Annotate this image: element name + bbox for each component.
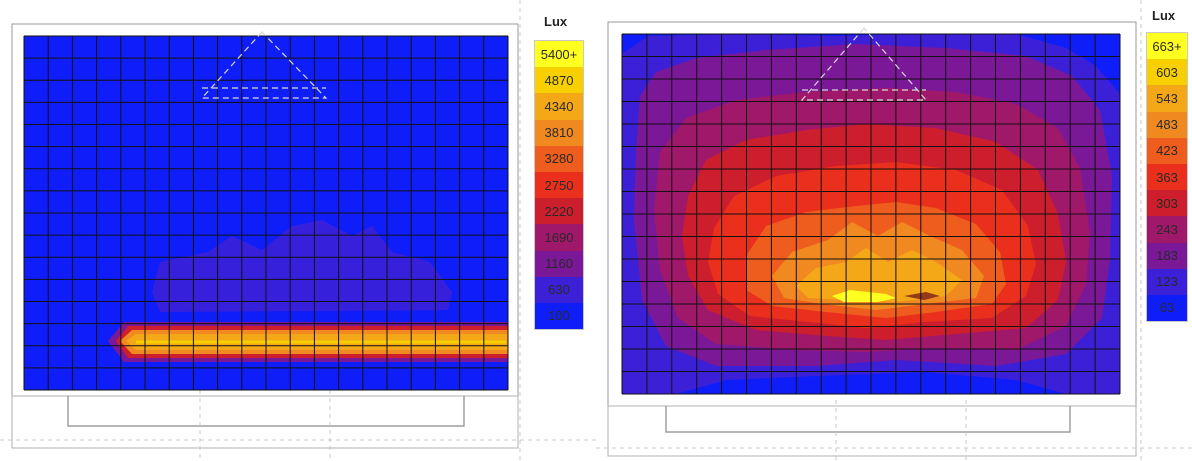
heatmap-left <box>0 0 596 461</box>
grid-left <box>23 35 509 391</box>
legend-level: 183 <box>1147 242 1187 269</box>
legend-level: 4340 <box>535 93 583 120</box>
legend-level: 630 <box>535 276 583 303</box>
legend-level: 100 <box>535 302 583 330</box>
heatmap-panel-right: Lux 663+ 603 543 483 423 363 303 243 183 123 63 <box>596 0 1192 461</box>
heat-peak <box>832 290 896 302</box>
legend-title: Lux <box>544 14 568 29</box>
legend-level: 3810 <box>535 119 583 146</box>
floor-outline <box>11 395 519 449</box>
legend-level: 2750 <box>535 171 583 199</box>
legend-left: 5400+ 4870 4340 3810 3280 2750 2220 1690 1160 630… <box>534 40 584 331</box>
luminaire-symbol <box>800 27 928 101</box>
legend-level: 483 <box>1147 111 1187 138</box>
legend-level: 123 <box>1147 268 1187 295</box>
floor-outline <box>607 405 1137 457</box>
heatmap-right <box>596 0 1192 461</box>
legend-level: 663+ <box>1147 33 1187 60</box>
legend-level: 303 <box>1147 190 1187 217</box>
guide-lines <box>0 0 596 461</box>
legend-title: Lux <box>1152 8 1176 23</box>
heat-region-630 <box>152 220 452 312</box>
legend-level: 603 <box>1147 59 1187 86</box>
heat-dip <box>904 292 940 300</box>
legend-level: 543 <box>1147 85 1187 112</box>
luminaire-symbol <box>200 31 328 99</box>
heatmap-panel-left: Lux 5400+ 4870 4340 3810 3280 2750 2220 1690 116… <box>0 0 596 461</box>
legend-level: 243 <box>1147 216 1187 243</box>
fixture-outline <box>67 396 465 427</box>
legend-level: 5400+ <box>535 41 583 68</box>
legend-level: 423 <box>1147 137 1187 164</box>
fixture-outline <box>665 406 1071 433</box>
grid-right <box>621 33 1121 395</box>
legend-level: 63 <box>1147 294 1187 322</box>
legend-level: 363 <box>1147 163 1187 191</box>
legend-level: 1160 <box>535 250 583 277</box>
legend-level: 4870 <box>535 67 583 94</box>
legend-level: 3280 <box>535 145 583 172</box>
guide-lines <box>596 0 1192 461</box>
legend-level: 1690 <box>535 224 583 251</box>
legend-right: 663+ 603 543 483 423 363 303 243 183 123 63 <box>1146 32 1188 323</box>
legend-level: 2220 <box>535 198 583 225</box>
